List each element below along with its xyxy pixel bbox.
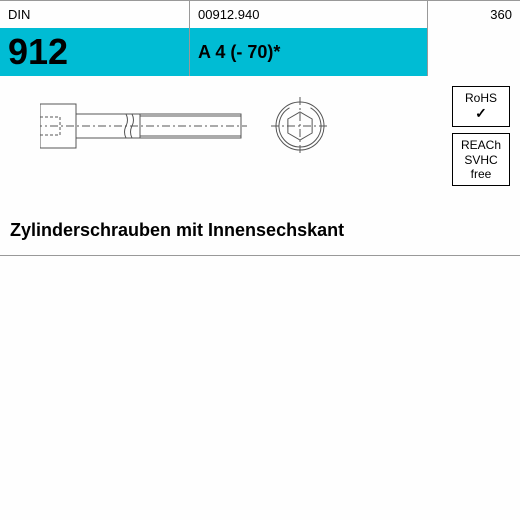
product-caption: Zylinderschrauben mit Innensechskant bbox=[10, 220, 344, 241]
content-area: RoHS ✓ REACh SVHC free Zylinderschrauben… bbox=[0, 76, 520, 256]
material-spec: A 4 (- 70)* bbox=[190, 28, 428, 76]
check-icon: ✓ bbox=[455, 105, 507, 122]
rohs-label: RoHS bbox=[455, 91, 507, 105]
standard-row: 912 A 4 (- 70)* bbox=[0, 28, 520, 76]
standard-number: 912 bbox=[0, 28, 190, 76]
reach-line1: REACh bbox=[455, 138, 507, 152]
reach-line2: SVHC bbox=[455, 153, 507, 167]
header-right-number: 360 bbox=[428, 1, 520, 28]
screw-drawing bbox=[40, 96, 340, 166]
reach-line3: free bbox=[455, 167, 507, 181]
reach-badge: REACh SVHC free bbox=[452, 133, 510, 186]
blank-cell bbox=[428, 28, 520, 76]
header-din-label: DIN bbox=[0, 1, 190, 28]
header-code: 00912.940 bbox=[190, 1, 428, 28]
compliance-badges: RoHS ✓ REACh SVHC free bbox=[452, 86, 510, 186]
rohs-badge: RoHS ✓ bbox=[452, 86, 510, 127]
header-row: DIN 00912.940 360 bbox=[0, 0, 520, 28]
